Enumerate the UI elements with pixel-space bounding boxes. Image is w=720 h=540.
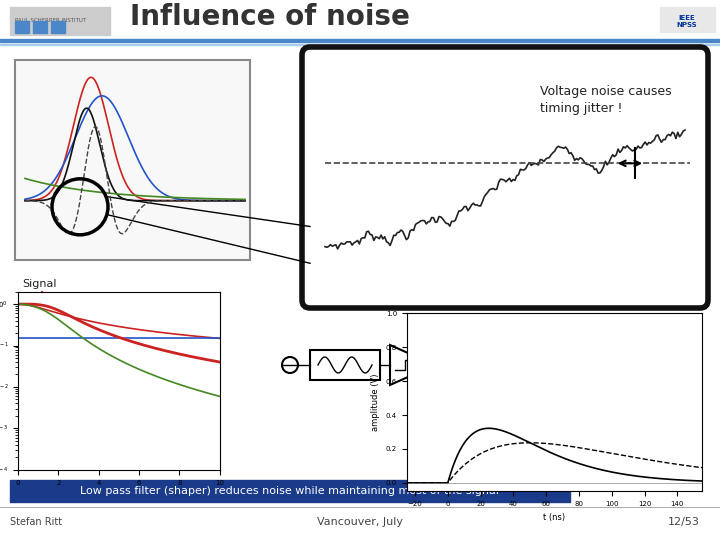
Bar	[0, 44, 720, 45]
Text: Noise: Noise	[55, 327, 86, 337]
Y-axis label: amplitude (V): amplitude (V)	[372, 374, 380, 431]
Text: IEEE
NPSS: IEEE NPSS	[677, 15, 697, 28]
FancyBboxPatch shape	[10, 480, 570, 502]
Text: Vancouver, July: Vancouver, July	[317, 517, 403, 527]
Bar	[660, 7, 715, 32]
Text: Fourier Spectrum: Fourier Spectrum	[18, 460, 114, 470]
Text: Influence of noise: Influence of noise	[130, 3, 410, 31]
Bar	[310, 350, 380, 380]
Text: Voltage noise causes
timing jitter !: Voltage noise causes timing jitter !	[540, 85, 672, 115]
Bar	[15, 60, 250, 260]
Text: PAUL SCHERRER INSTITUT: PAUL SCHERRER INSTITUT	[15, 18, 86, 24]
Bar	[33, 21, 47, 33]
Text: Signal: Signal	[22, 279, 56, 289]
Bar	[0, 39, 720, 42]
Text: Low pass filter: Low pass filter	[55, 304, 147, 314]
Text: Low pass filter (shaper) reduces noise while maintaining most of the signal: Low pass filter (shaper) reduces noise w…	[81, 486, 500, 496]
Text: Stefan Ritt: Stefan Ritt	[10, 517, 62, 527]
Bar	[51, 21, 65, 33]
Bar	[15, 21, 29, 33]
Bar	[10, 7, 110, 35]
X-axis label: t (ns): t (ns)	[544, 512, 565, 522]
Text: 12/53: 12/53	[668, 517, 700, 527]
FancyBboxPatch shape	[302, 47, 708, 308]
